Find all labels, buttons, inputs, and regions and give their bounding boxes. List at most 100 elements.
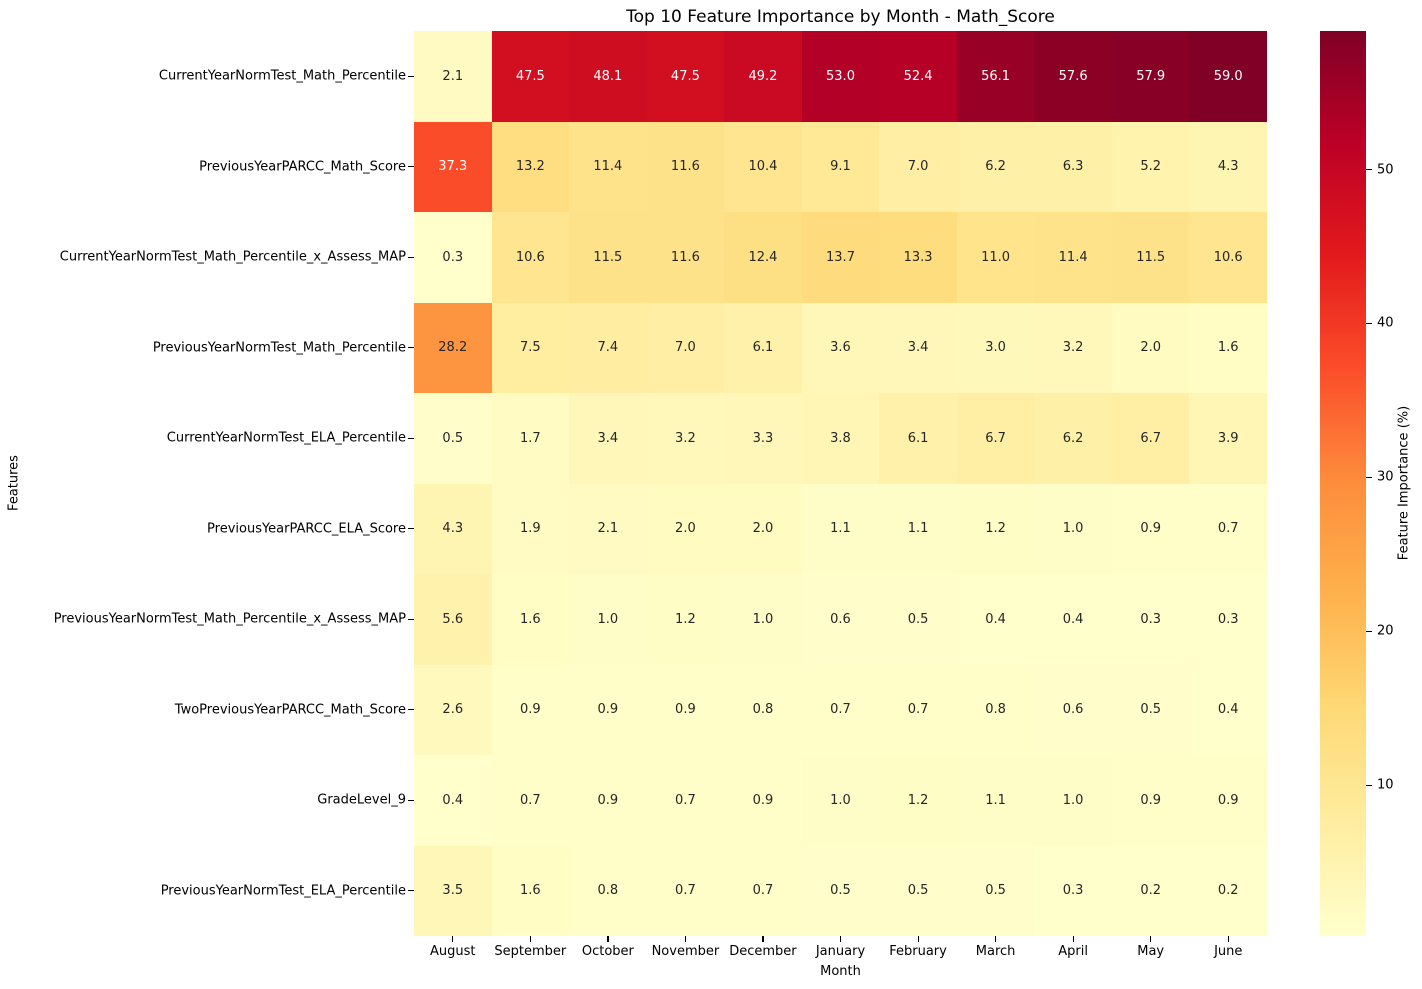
heatmap-cell: 0.5 (879, 845, 957, 936)
heatmap-cell: 49.2 (724, 31, 802, 122)
heatmap-cell: 3.0 (956, 302, 1035, 393)
x-tick-label: August (430, 944, 476, 959)
heatmap-cell: 11.4 (569, 121, 647, 212)
heatmap-cell: 7.0 (646, 302, 725, 393)
heatmap-cell: 57.9 (1111, 31, 1190, 122)
heatmap-cell: 7.4 (569, 302, 647, 393)
heatmap-cell: 10.6 (491, 212, 570, 303)
heatmap-cell: 47.5 (646, 31, 725, 122)
y-tick-label: PreviousYearPARCC_Math_Score (199, 159, 406, 175)
heatmap-cell: 53.0 (801, 31, 880, 122)
colorbar-tick-label: 50 (1377, 162, 1394, 178)
heatmap-cell: 3.9 (1189, 393, 1267, 484)
heatmap-cell: 1.7 (491, 393, 570, 484)
x-tick-label: September (494, 944, 567, 959)
heatmap-cell: 5.6 (414, 574, 492, 665)
y-tick-mark (408, 347, 414, 349)
heatmap-cell: 1.1 (879, 483, 957, 574)
heatmap-cell: 3.4 (879, 302, 957, 393)
heatmap-cell: 6.3 (1034, 121, 1112, 212)
heatmap-cell: 0.4 (956, 574, 1035, 665)
y-tick-mark (408, 799, 414, 801)
heatmap-cell: 13.3 (879, 212, 957, 303)
x-tick-label: February (889, 944, 947, 959)
chart-title: Top 10 Feature Importance by Month - Mat… (626, 7, 1055, 27)
y-tick-label: CurrentYearNormTest_ELA_Percentile (166, 430, 406, 446)
heatmap-cell: 0.8 (569, 845, 647, 936)
heatmap-cell: 1.2 (879, 755, 957, 846)
heatmap-cell: 47.5 (491, 31, 570, 122)
heatmap-cell: 1.0 (1034, 755, 1112, 846)
heatmap-cell: 3.2 (1034, 302, 1112, 393)
x-tick-mark (684, 936, 687, 942)
heatmap-cell: 1.6 (1189, 302, 1267, 393)
heatmap-cell: 0.9 (646, 664, 725, 755)
heatmap-cell: 13.2 (491, 121, 570, 212)
heatmap-cell: 3.3 (724, 393, 802, 484)
heatmap-cell: 0.7 (879, 664, 957, 755)
heatmap-cell: 1.9 (491, 483, 570, 574)
heatmap-cell: 13.7 (801, 212, 880, 303)
heatmap-cell: 3.4 (569, 393, 647, 484)
colorbar-tick-mark (1366, 784, 1372, 786)
heatmap-cell: 0.7 (646, 845, 725, 936)
colorbar-label: Feature Importance (%) (1396, 405, 1412, 561)
y-tick-mark (408, 890, 414, 892)
colorbar-tick-label: 10 (1377, 777, 1394, 793)
heatmap-cell: 0.3 (1189, 574, 1267, 665)
heatmap-cell: 3.5 (414, 845, 492, 936)
heatmap-cell: 0.9 (1189, 755, 1267, 846)
y-tick-label: CurrentYearNormTest_Math_Percentile_x_As… (59, 249, 406, 265)
x-tick-mark (917, 936, 919, 942)
heatmap-cell: 28.2 (414, 302, 492, 393)
heatmap-cell: 1.1 (956, 755, 1035, 846)
heatmap-cell: 11.6 (646, 121, 725, 212)
heatmap-cell: 0.3 (414, 212, 492, 303)
x-tick-mark (1072, 936, 1074, 942)
heatmap-cell: 10.4 (724, 121, 802, 212)
heatmap-cell: 2.0 (646, 483, 725, 574)
x-tick-mark (995, 936, 997, 942)
heatmap-cell: 0.5 (414, 393, 492, 484)
colorbar-tick-mark (1366, 322, 1372, 325)
y-tick-mark (408, 166, 414, 168)
y-tick-label: PreviousYearNormTest_Math_Percentile_x_A… (53, 611, 406, 627)
heatmap-cell: 57.6 (1034, 31, 1112, 122)
heatmap-cell: 5.2 (1111, 121, 1190, 212)
y-tick-mark (408, 618, 414, 620)
y-tick-label: PreviousYearPARCC_ELA_Score (207, 521, 406, 537)
heatmap-cell: 1.2 (956, 483, 1035, 574)
y-tick-mark (408, 709, 414, 711)
heatmap-cell: 0.4 (1034, 574, 1112, 665)
heatmap-cell: 1.6 (491, 574, 570, 665)
heatmap-cell: 11.5 (569, 212, 647, 303)
heatmap-cell: 0.9 (1111, 755, 1190, 846)
heatmap-cell: 3.8 (801, 393, 880, 484)
heatmap-cell: 12.4 (724, 212, 802, 303)
heatmap-cell: 1.2 (646, 574, 725, 665)
heatmap-cell: 0.9 (491, 664, 570, 755)
colorbar (1320, 31, 1366, 936)
x-tick-label: April (1058, 944, 1088, 959)
x-tick-mark (529, 936, 531, 942)
x-tick-mark (762, 936, 764, 942)
y-tick-label: PreviousYearNormTest_Math_Percentile (152, 340, 406, 356)
heatmap-cell: 2.1 (414, 31, 492, 122)
heatmap-cell: 0.3 (1111, 574, 1190, 665)
y-tick-label: GradeLevel_9 (317, 792, 406, 808)
heatmap-cell: 2.0 (724, 483, 802, 574)
heatmap-cell: 0.5 (879, 574, 957, 665)
y-tick-mark (408, 256, 414, 258)
heatmap-cell: 0.9 (724, 755, 802, 846)
heatmap-cell: 0.8 (724, 664, 802, 755)
heatmap-cell: 37.3 (414, 121, 492, 212)
heatmap-cell: 0.6 (1034, 664, 1112, 755)
heatmap-cell: 1.1 (801, 483, 880, 574)
x-tick-label: November (651, 944, 720, 959)
x-tick-mark (840, 936, 842, 942)
heatmap-cell: 4.3 (1189, 121, 1267, 212)
heatmap-cell: 4.3 (414, 483, 492, 574)
heatmap-cell: 1.6 (491, 845, 570, 936)
x-tick-mark (607, 936, 609, 942)
